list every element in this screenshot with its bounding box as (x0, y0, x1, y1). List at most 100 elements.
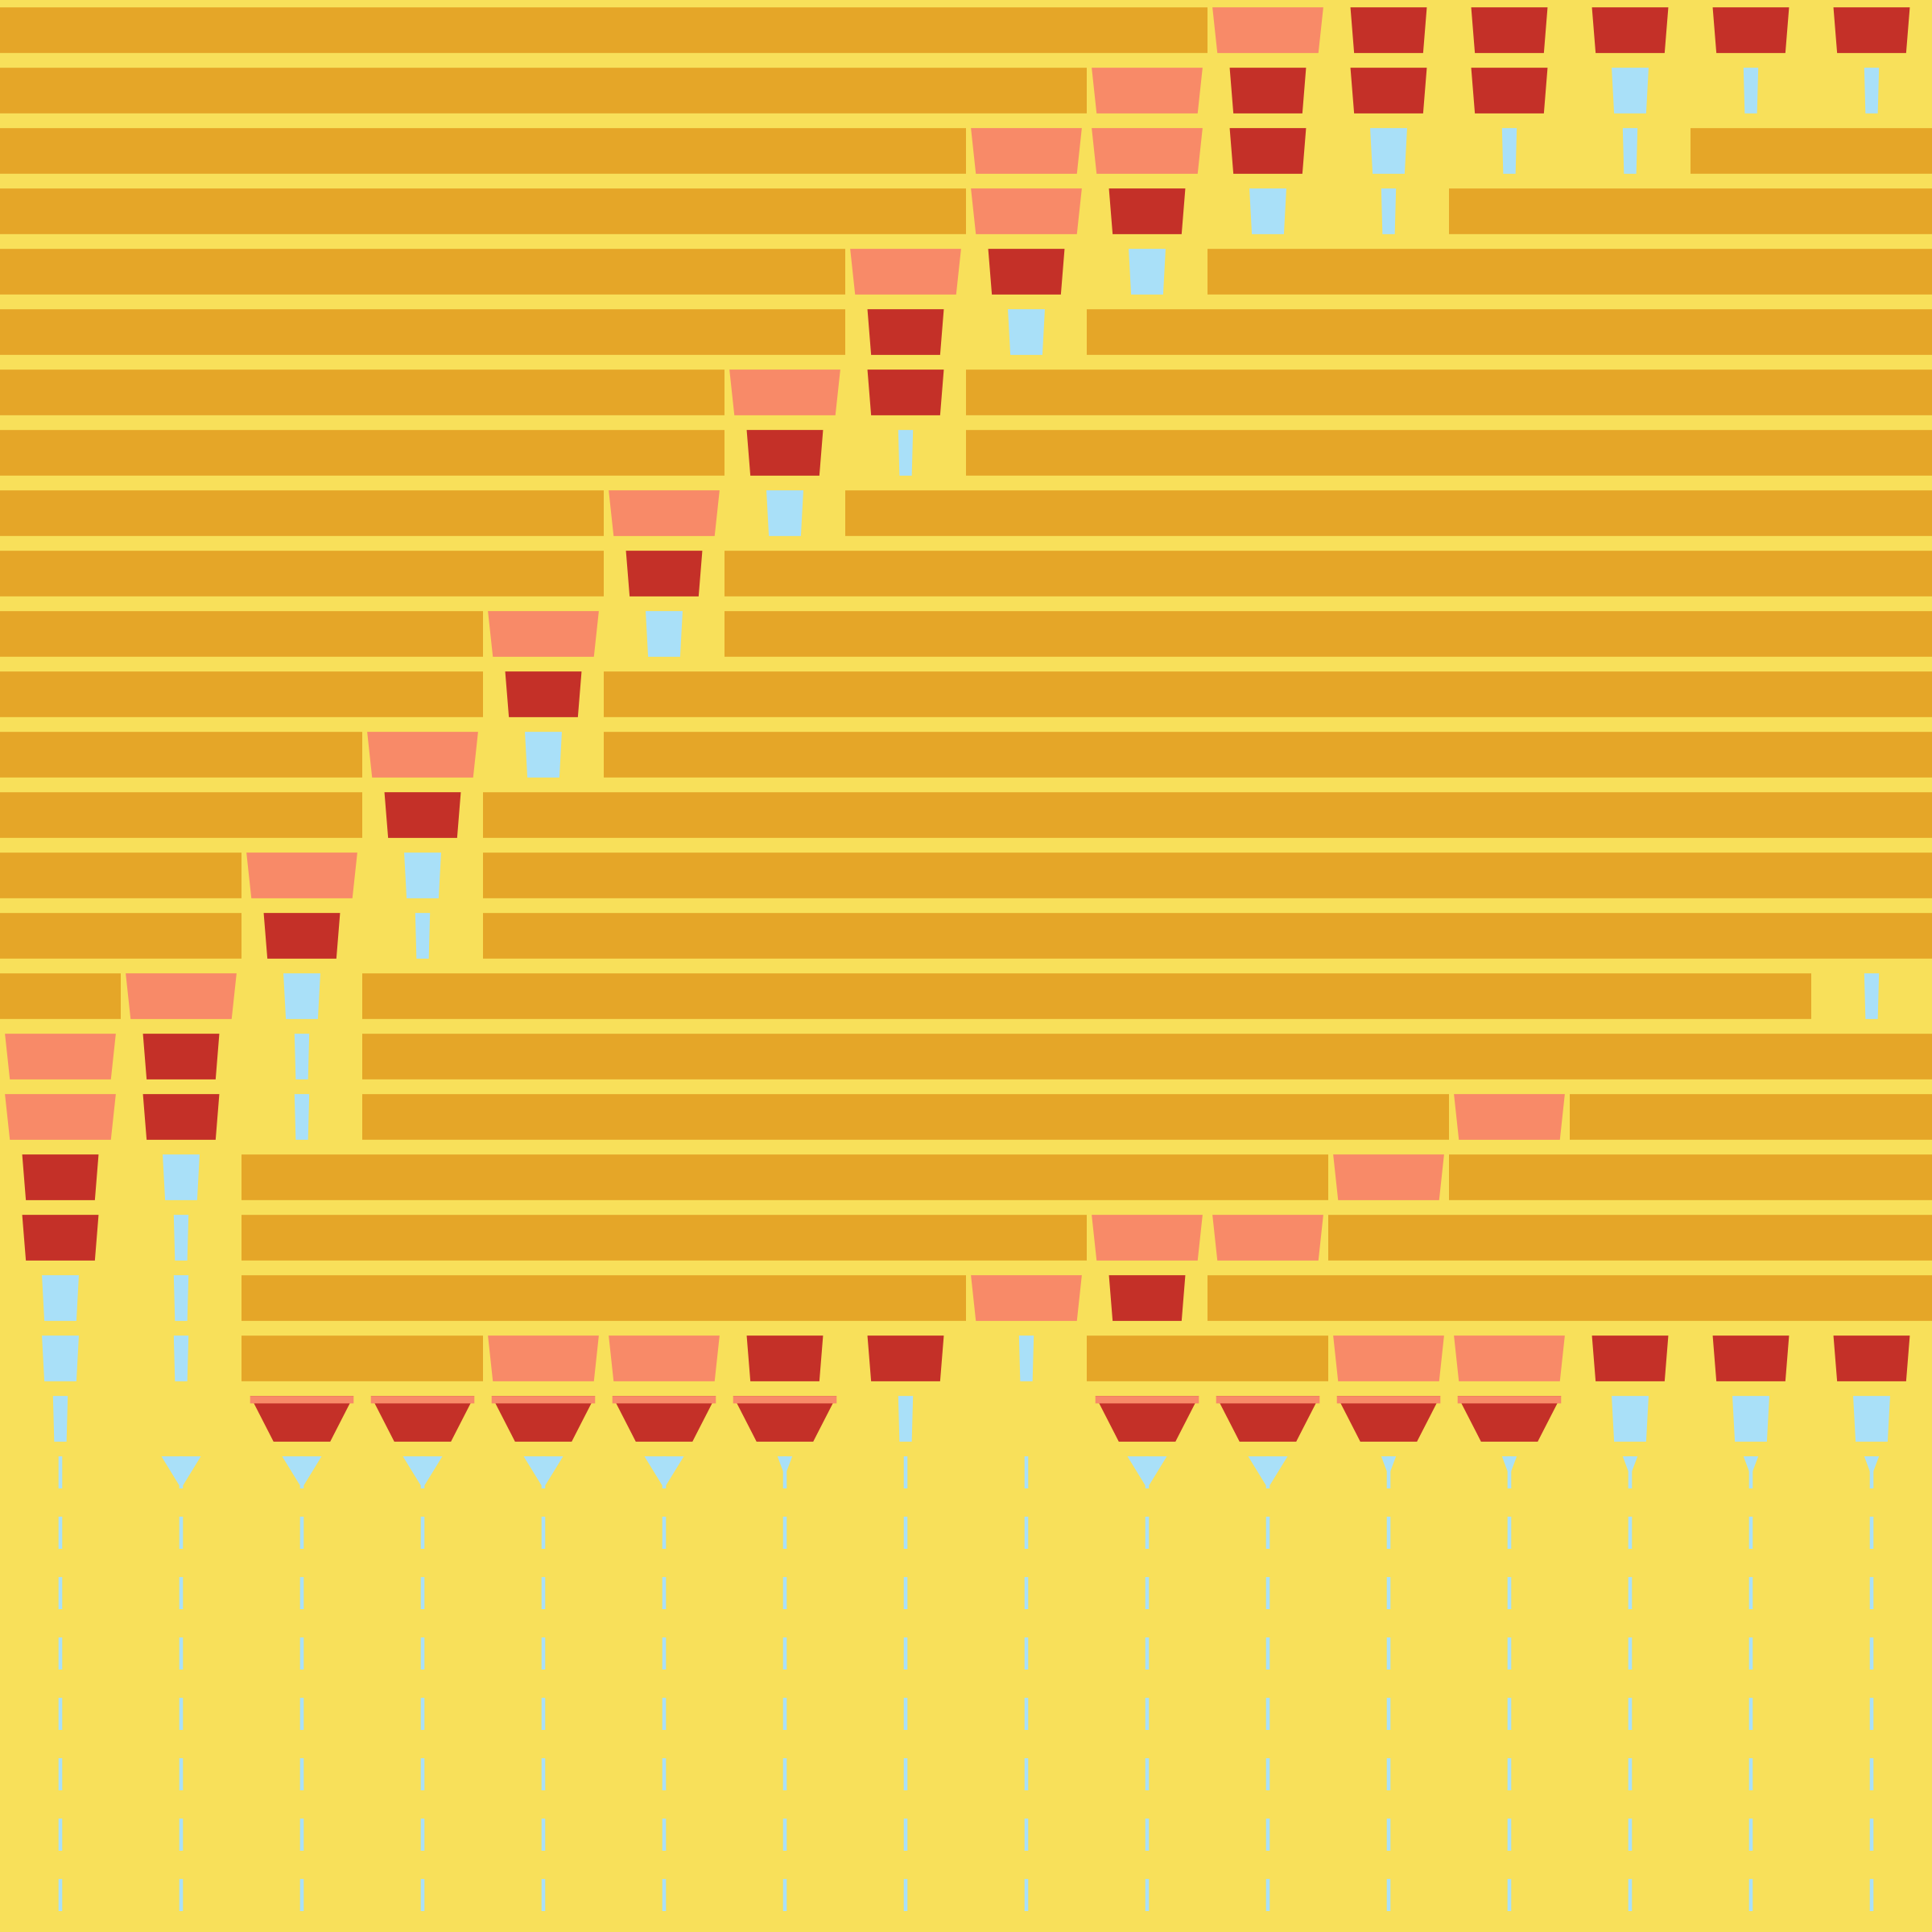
orange-bar (483, 792, 604, 838)
red-funnel (1095, 1396, 1199, 1442)
orange-bar (966, 1215, 1087, 1261)
salmon-block (1212, 7, 1323, 53)
orange-bar (121, 671, 242, 717)
red-funnel (612, 1396, 716, 1442)
orange-bar (1087, 1335, 1208, 1381)
orange-bar (1811, 1034, 1932, 1080)
orange-bar (1208, 309, 1328, 355)
orange-bar (0, 671, 121, 717)
orange-bar (966, 732, 1087, 778)
orange-bar (1570, 249, 1690, 295)
salmon-block (126, 973, 237, 1019)
orange-bar (604, 188, 724, 234)
orange-bar (242, 309, 362, 355)
salmon-block (367, 732, 478, 778)
red-block (1591, 1335, 1669, 1381)
orange-bar (121, 732, 242, 778)
orange-bar (845, 1094, 966, 1140)
orange-bar (1570, 852, 1690, 898)
red-block (1229, 68, 1307, 114)
orange-bar (845, 1275, 966, 1321)
orange-bar (1328, 913, 1449, 959)
orange-bar (483, 913, 604, 959)
orange-bar (362, 128, 483, 174)
orange-bar (1449, 671, 1570, 717)
blue-sliver (1501, 128, 1517, 174)
blue-block (646, 611, 683, 657)
red-block (746, 1335, 824, 1381)
salmon-block (5, 1034, 116, 1080)
orange-bar (1690, 913, 1811, 959)
orange-bar (1449, 369, 1570, 415)
orange-bar (0, 249, 121, 295)
blue-block (42, 1335, 79, 1381)
orange-bar (242, 68, 362, 114)
orange-bar (1811, 128, 1932, 174)
orange-bar (1570, 611, 1690, 657)
orange-bar (604, 1154, 724, 1200)
blue-block (525, 732, 562, 778)
salmon-rim (491, 1396, 596, 1404)
salmon-block (1092, 128, 1203, 174)
orange-bar (1690, 369, 1811, 415)
orange-bar (362, 7, 483, 53)
orange-bar (362, 551, 483, 597)
orange-bar (362, 1335, 483, 1381)
orange-bar (242, 490, 362, 536)
orange-bar (242, 671, 362, 717)
red-block (142, 1034, 220, 1080)
blue-sliver (1864, 973, 1880, 1019)
orange-bar (1449, 188, 1570, 234)
orange-bar (0, 309, 121, 355)
orange-bar (966, 1154, 1087, 1200)
red-funnel (1336, 1396, 1441, 1442)
orange-bar (1570, 1275, 1690, 1321)
orange-bar (121, 792, 242, 838)
salmon-rim (733, 1396, 837, 1404)
orange-bar (1328, 1034, 1449, 1080)
orange-bar (242, 1154, 362, 1200)
orange-bar (966, 1094, 1087, 1140)
orange-bar (1690, 188, 1811, 234)
salmon-rim (250, 1396, 354, 1404)
orange-bar (845, 188, 966, 234)
orange-bar (1328, 1094, 1449, 1140)
orange-bar (0, 128, 121, 174)
salmon-block (5, 1094, 116, 1140)
orange-bar (845, 1034, 966, 1080)
orange-bar (483, 369, 604, 415)
orange-bar (1208, 369, 1328, 415)
orange-bar (1208, 732, 1328, 778)
orange-bar (845, 611, 966, 657)
orange-bar (724, 1215, 845, 1261)
orange-bar (483, 430, 604, 476)
salmon-rim (1216, 1396, 1320, 1404)
salmon-rim (370, 1396, 475, 1404)
orange-bar (121, 309, 242, 355)
red-block (1712, 1335, 1790, 1381)
blue-sliver (1381, 188, 1397, 234)
orange-bar (1570, 1154, 1690, 1200)
orange-bar (1449, 1154, 1570, 1200)
orange-bar (845, 913, 966, 959)
orange-bar (121, 913, 242, 959)
orange-bar (1449, 430, 1570, 476)
orange-bar (845, 1215, 966, 1261)
blue-block (1853, 1396, 1890, 1442)
orange-bar (1690, 1034, 1811, 1080)
orange-bar (966, 1034, 1087, 1080)
orange-bar (966, 68, 1087, 114)
red-block (1471, 68, 1548, 114)
orange-bar (724, 611, 845, 657)
orange-bar (362, 1034, 483, 1080)
orange-bar (1328, 1275, 1449, 1321)
orange-bar (724, 1094, 845, 1140)
orange-bar (362, 309, 483, 355)
red-block (867, 309, 944, 355)
orange-bar (1087, 309, 1208, 355)
red-funnel (250, 1396, 354, 1442)
orange-bar (724, 732, 845, 778)
orange-bar (1811, 188, 1932, 234)
orange-bar (1328, 309, 1449, 355)
